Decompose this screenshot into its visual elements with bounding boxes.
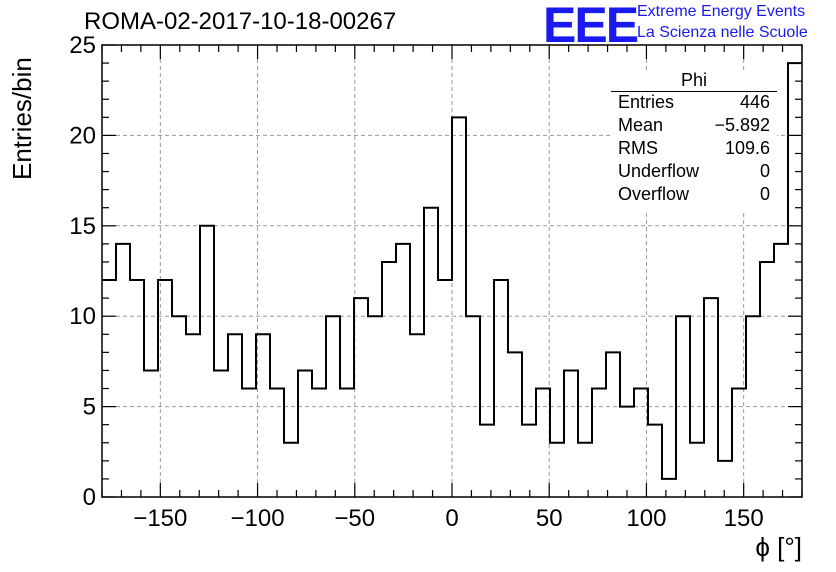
histogram-bin [242,389,256,497]
stat-value: 109.6 [724,138,770,158]
x-tick-label: −100 [231,505,285,532]
histogram-bin [662,479,676,497]
histogram-bin [424,208,438,497]
y-tick-label: 25 [69,32,96,59]
histogram-bin [690,443,704,497]
histogram-bin [606,352,620,497]
y-tick-label: 15 [69,213,96,240]
histogram-bin [760,262,774,497]
histogram-bin [312,389,326,497]
y-tick-label: 10 [69,303,96,330]
y-axis-label: Entries/bin [7,57,37,180]
stats-box: Phi Entries 446 Mean −5.892 RMS 109.6 Un… [611,70,777,210]
histogram-bin [578,443,592,497]
x-tick-label: 0 [445,505,458,532]
histogram-bin [382,262,396,497]
histogram-bin [452,117,466,497]
histogram-outline [102,62,802,480]
stat-name: RMS [618,138,658,158]
histogram-bin [620,407,634,497]
histogram-bin [550,443,564,497]
stats-title: Phi [680,70,707,90]
stat-row-overflow: Overflow 0 [618,184,770,207]
eee-logo: EEE [543,0,639,53]
histogram-bin [592,389,606,497]
y-tick-label: 5 [83,394,96,421]
stat-name: Overflow [618,184,690,204]
histogram-bin [228,334,242,497]
x-tick-label: 150 [724,505,764,532]
histogram-bin [340,389,354,497]
histogram-bin [648,425,662,497]
logo-tagline-1: Extreme Energy Events [637,3,806,20]
histogram-bin [522,425,536,497]
histogram-bin [718,461,732,497]
histogram-bin [536,389,550,497]
stat-row-mean: Mean −5.892 [618,115,770,138]
x-axis-label: ϕ [°] [755,532,802,562]
stat-value: 0 [759,161,770,181]
histogram-bin [480,425,494,497]
stat-name: Underflow [618,161,700,181]
stats-divider [611,91,777,92]
histogram-bin [396,244,410,497]
histogram-bin [438,280,452,497]
histogram-bin [508,352,522,497]
histogram-bin [704,298,718,497]
histogram-bin [186,334,200,497]
stat-row-rms: RMS 109.6 [618,138,770,161]
stat-name: Mean [618,115,664,135]
histogram-bin [116,244,130,497]
x-tick-label: −50 [334,505,375,532]
histogram-bin [214,370,228,497]
x-tick-label: 50 [536,505,563,532]
x-tick-label: −150 [133,505,187,532]
histogram-bin [634,389,648,497]
stat-value: 446 [739,92,770,112]
y-tick-label: 20 [69,122,96,149]
y-tick-label: 0 [83,484,96,511]
stat-value: 0 [759,184,770,204]
histogram-bin [270,389,284,497]
logo-tagline-2: La Scienza nelle Scuole [637,24,808,41]
chart-title: ROMA-02-2017-10-18-00267 [84,8,397,35]
stat-value: −5.892 [714,115,770,135]
tick-labels: −150 −100 −50 0 50 100 150 0 5 10 15 20 25 [69,32,763,532]
histogram-bin [130,280,144,497]
histogram-bin [298,370,312,497]
axis-ticks [101,44,803,498]
histogram-bin [410,334,424,497]
stat-row-entries: Entries 446 [618,92,770,115]
histogram-bin [200,226,214,497]
histogram-bin [354,298,368,497]
x-tick-label: 100 [626,505,666,532]
histogram-bin [284,443,298,497]
histogram-bin [144,370,158,497]
stat-row-underflow: Underflow 0 [618,161,770,184]
histogram-bin [256,334,270,497]
histogram-bin [774,244,788,497]
histogram-bin [564,370,578,497]
stat-name: Entries [618,92,675,112]
histogram-bin [494,280,508,497]
